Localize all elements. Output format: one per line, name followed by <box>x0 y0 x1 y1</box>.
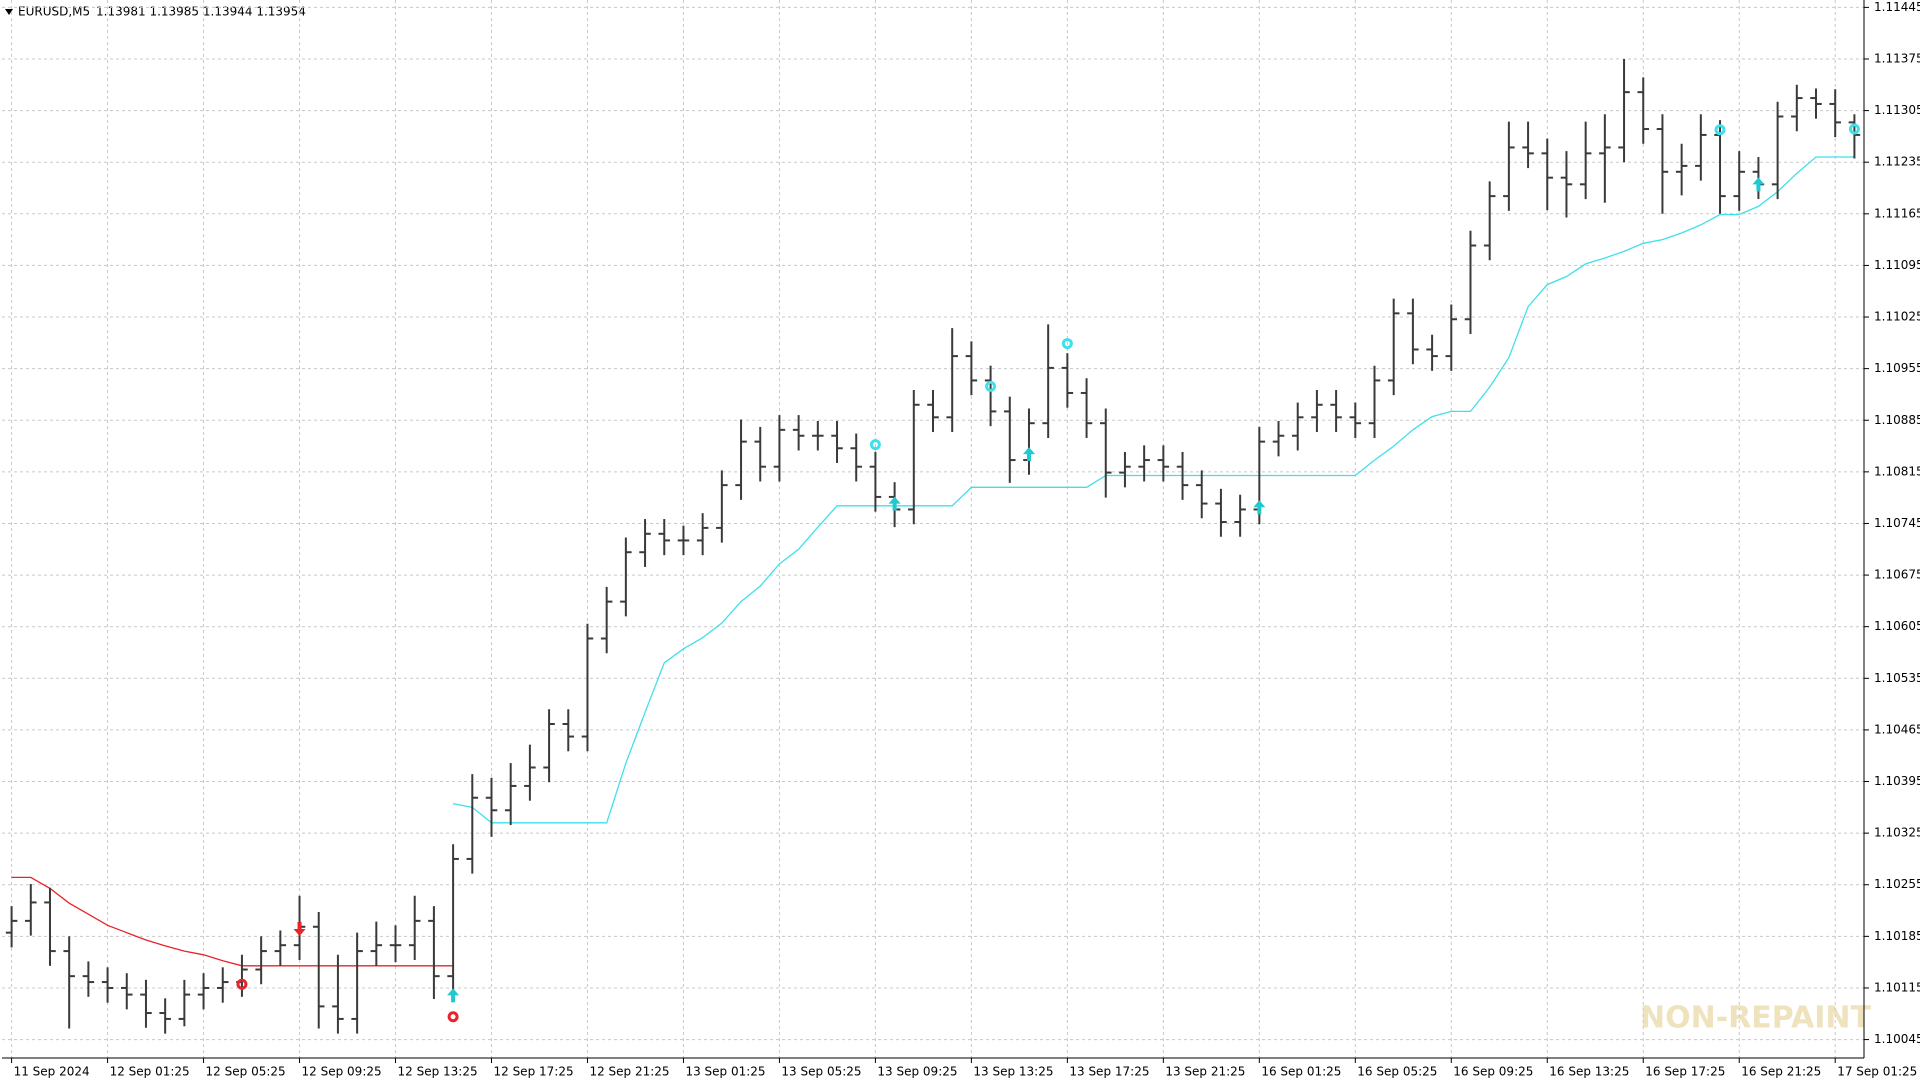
y-tick-label: 1.10675 <box>1874 568 1920 582</box>
y-tick-label: 1.11165 <box>1874 206 1920 220</box>
y-tick-label: 1.10395 <box>1874 774 1920 788</box>
y-tick-label: 1.11235 <box>1874 155 1920 169</box>
menu-triangle[interactable] <box>5 9 13 15</box>
y-tick-label: 1.10255 <box>1874 877 1920 891</box>
x-tick-label: 16 Sep 21:25 <box>1741 1065 1821 1079</box>
y-tick-label: 1.10885 <box>1874 413 1920 427</box>
exit-signal <box>236 978 248 990</box>
y-tick-label: 1.11445 <box>1874 0 1920 14</box>
y-tick-label: 1.11025 <box>1874 310 1920 324</box>
y-tick-label: 1.10815 <box>1874 464 1920 478</box>
x-tick-label: 11 Sep 2024 <box>14 1065 90 1079</box>
x-tick-label: 16 Sep 17:25 <box>1645 1065 1725 1079</box>
y-tick-label: 1.10605 <box>1874 619 1920 633</box>
x-tick-label: 13 Sep 09:25 <box>877 1065 957 1079</box>
sell-arrow <box>293 921 306 936</box>
indicator-line <box>452 156 1855 824</box>
y-tick-label: 1.11375 <box>1874 51 1920 65</box>
x-tick-label: 17 Sep 01:25 <box>1837 1065 1917 1079</box>
exit-signal <box>869 439 881 451</box>
x-tick-label: 13 Sep 17:25 <box>1069 1065 1149 1079</box>
x-tick-label: 16 Sep 05:25 <box>1357 1065 1437 1079</box>
y-tick-label: 1.10745 <box>1874 516 1920 530</box>
y-tick-label: 1.10185 <box>1874 929 1920 943</box>
y-tick-label: 1.10115 <box>1874 980 1920 994</box>
x-tick-label: 12 Sep 09:25 <box>302 1065 382 1079</box>
x-tick-label: 12 Sep 13:25 <box>398 1065 478 1079</box>
x-tick-label: 16 Sep 01:25 <box>1261 1065 1341 1079</box>
buy-arrow <box>1022 447 1035 462</box>
y-tick-label: 1.11095 <box>1874 258 1920 272</box>
x-tick-label: 16 Sep 09:25 <box>1453 1065 1533 1079</box>
x-tick-label: 13 Sep 13:25 <box>973 1065 1053 1079</box>
quote: 1.13981 1.13985 1.13944 1.13954 <box>96 5 306 19</box>
x-tick-label: 13 Sep 05:25 <box>781 1065 861 1079</box>
x-tick-label: 12 Sep 01:25 <box>110 1065 190 1079</box>
y-tick-label: 1.10535 <box>1874 671 1920 685</box>
y-tick-label: 1.10955 <box>1874 361 1920 375</box>
x-tick-label: 13 Sep 01:25 <box>685 1065 765 1079</box>
exit-signal <box>447 1011 459 1023</box>
buy-arrow <box>1752 177 1765 192</box>
y-tick-label: 1.10465 <box>1874 722 1920 736</box>
symbol: EURUSD,M5 <box>18 5 90 19</box>
y-tick-label: 1.11305 <box>1874 103 1920 117</box>
x-tick-label: 12 Sep 05:25 <box>206 1065 286 1079</box>
exit-signal <box>985 380 997 392</box>
x-tick-label: 13 Sep 21:25 <box>1165 1065 1245 1079</box>
exit-signal <box>1714 124 1726 136</box>
y-tick-label: 1.10045 <box>1874 1032 1920 1046</box>
buy-arrow <box>447 988 460 1003</box>
watermark: NON-REPAINT <box>1640 1001 1871 1036</box>
x-tick-label: 12 Sep 21:25 <box>589 1065 669 1079</box>
y-tick-label: 1.10325 <box>1874 826 1920 840</box>
buy-arrow <box>1253 500 1266 515</box>
exit-signal <box>1061 338 1073 350</box>
x-tick-label: 16 Sep 13:25 <box>1549 1065 1629 1079</box>
buy-arrow <box>888 496 901 511</box>
indicator-line <box>11 876 454 967</box>
x-tick-label: 12 Sep 17:25 <box>493 1065 573 1079</box>
exit-signal <box>1848 123 1860 135</box>
